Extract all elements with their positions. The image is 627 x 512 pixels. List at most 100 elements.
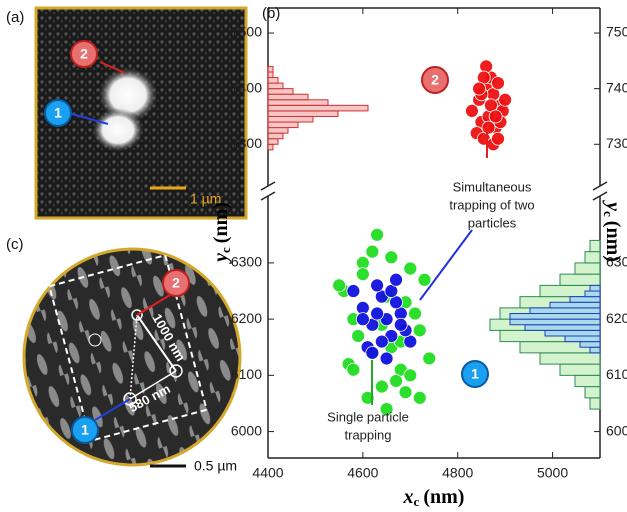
scale-bar-label: 0.5 µm	[194, 458, 237, 474]
y-tick-label: 6200	[231, 310, 262, 326]
x-tick-label: 5000	[537, 465, 568, 481]
scatter-point	[403, 368, 418, 383]
scatter-point	[408, 306, 422, 321]
scatter-point	[360, 390, 375, 405]
x-tick-label: 4600	[347, 465, 378, 481]
marker-label: 2	[172, 275, 180, 291]
histogram-bar	[569, 296, 601, 303]
y-tick-label: 6100	[231, 366, 262, 382]
marker-label: 1	[471, 366, 479, 382]
axis-break	[592, 191, 608, 201]
y-tick-label: 7300	[231, 135, 262, 151]
scatter-point	[398, 385, 413, 400]
y2-axis-label: yc (nm)	[601, 200, 624, 262]
histogram-bar	[267, 99, 329, 106]
histogram-bar	[267, 115, 314, 123]
scatter-point	[498, 92, 513, 107]
histogram-bar	[574, 374, 601, 388]
marker-label: 1	[81, 422, 89, 438]
histogram-bar	[589, 284, 601, 292]
histogram-bar	[267, 138, 279, 145]
annotation: Single particle	[327, 409, 409, 424]
scatter-point	[417, 272, 432, 287]
annotation: Simultaneous	[453, 179, 532, 194]
histogram-bar	[574, 262, 601, 275]
histogram-bar	[267, 121, 299, 129]
histogram-bar	[267, 65, 274, 73]
axis-symbol: y	[602, 200, 624, 211]
leader-line	[419, 229, 473, 301]
scatter-point	[370, 227, 384, 242]
axis-break	[260, 191, 276, 201]
y-axis-label: yc (nm)	[210, 202, 233, 264]
scatter-point	[355, 312, 370, 327]
histogram-bar	[589, 346, 601, 354]
histogram-bar	[267, 93, 309, 101]
y-tick-label: 7500	[231, 24, 262, 40]
scatter-point	[365, 244, 380, 259]
y-tick-label: 6300	[231, 254, 262, 270]
histogram-bar	[564, 335, 601, 343]
marker-badge	[421, 66, 449, 94]
annotation: trapping of two	[449, 197, 534, 212]
scatter-point	[355, 267, 370, 282]
scatter-point	[384, 250, 399, 265]
x-axis-label: xc (nm)	[403, 486, 465, 509]
scatter-point	[403, 261, 418, 276]
histogram-bar	[267, 71, 274, 79]
y2-tick-label: 7500	[606, 24, 627, 40]
sem-image	[22, 247, 242, 468]
axis-break	[260, 181, 276, 191]
scatter-point	[465, 104, 479, 118]
scatter-point	[351, 329, 366, 343]
scatter-point	[479, 59, 494, 74]
y2-tick-label: 7300	[606, 135, 627, 151]
histogram-bar	[559, 363, 601, 376]
axis-unit: (nm)	[423, 486, 464, 508]
histogram-bar	[267, 88, 294, 95]
axis-subscript: c	[414, 494, 420, 509]
y2-tick-label: 6000	[606, 422, 627, 438]
histogram-bar	[584, 251, 601, 264]
marker-badge	[461, 360, 489, 388]
marker-label: 2	[431, 72, 439, 88]
histogram-bar	[584, 290, 601, 298]
scatter-point	[379, 351, 394, 366]
histogram-bar	[544, 329, 601, 337]
histogram-bar	[579, 341, 601, 348]
scatter-point	[393, 317, 408, 332]
panel-label: (c)	[6, 236, 24, 253]
x-tick-label: 4400	[252, 465, 283, 481]
panel-label: (a)	[6, 9, 24, 26]
scatter-point	[346, 284, 361, 298]
histogram-bar	[549, 301, 601, 309]
histogram-bar	[267, 82, 284, 90]
microscope-image	[34, 6, 248, 220]
histogram-bar	[267, 77, 279, 84]
scale-bar-label: 1 µm	[190, 191, 221, 207]
scatter-point	[491, 76, 505, 90]
histogram-bar	[267, 104, 369, 112]
y2-tick-label: 6300	[606, 254, 627, 270]
histogram-bar	[509, 318, 601, 326]
scatter-point	[481, 120, 496, 135]
axis-symbol: y	[210, 253, 232, 264]
scatter-point	[370, 278, 384, 293]
axis-subscript: c	[601, 211, 616, 217]
marker-label: 2	[80, 46, 88, 62]
histogram-bar	[509, 313, 601, 320]
histogram-bar	[559, 273, 601, 286]
scatter-point	[491, 131, 505, 146]
histogram-bar	[529, 307, 601, 315]
histogram-bar	[267, 127, 289, 134]
y2-tick-label: 6100	[606, 366, 627, 382]
scatter-point	[389, 374, 403, 388]
histogram-bar	[539, 352, 601, 365]
x-tick-label: 4800	[442, 465, 473, 481]
scatter-point	[365, 345, 380, 360]
axis-break	[592, 181, 608, 191]
y2-tick-label: 7400	[606, 79, 627, 95]
annotation: trapping	[345, 427, 392, 442]
histogram-bar	[589, 239, 601, 253]
